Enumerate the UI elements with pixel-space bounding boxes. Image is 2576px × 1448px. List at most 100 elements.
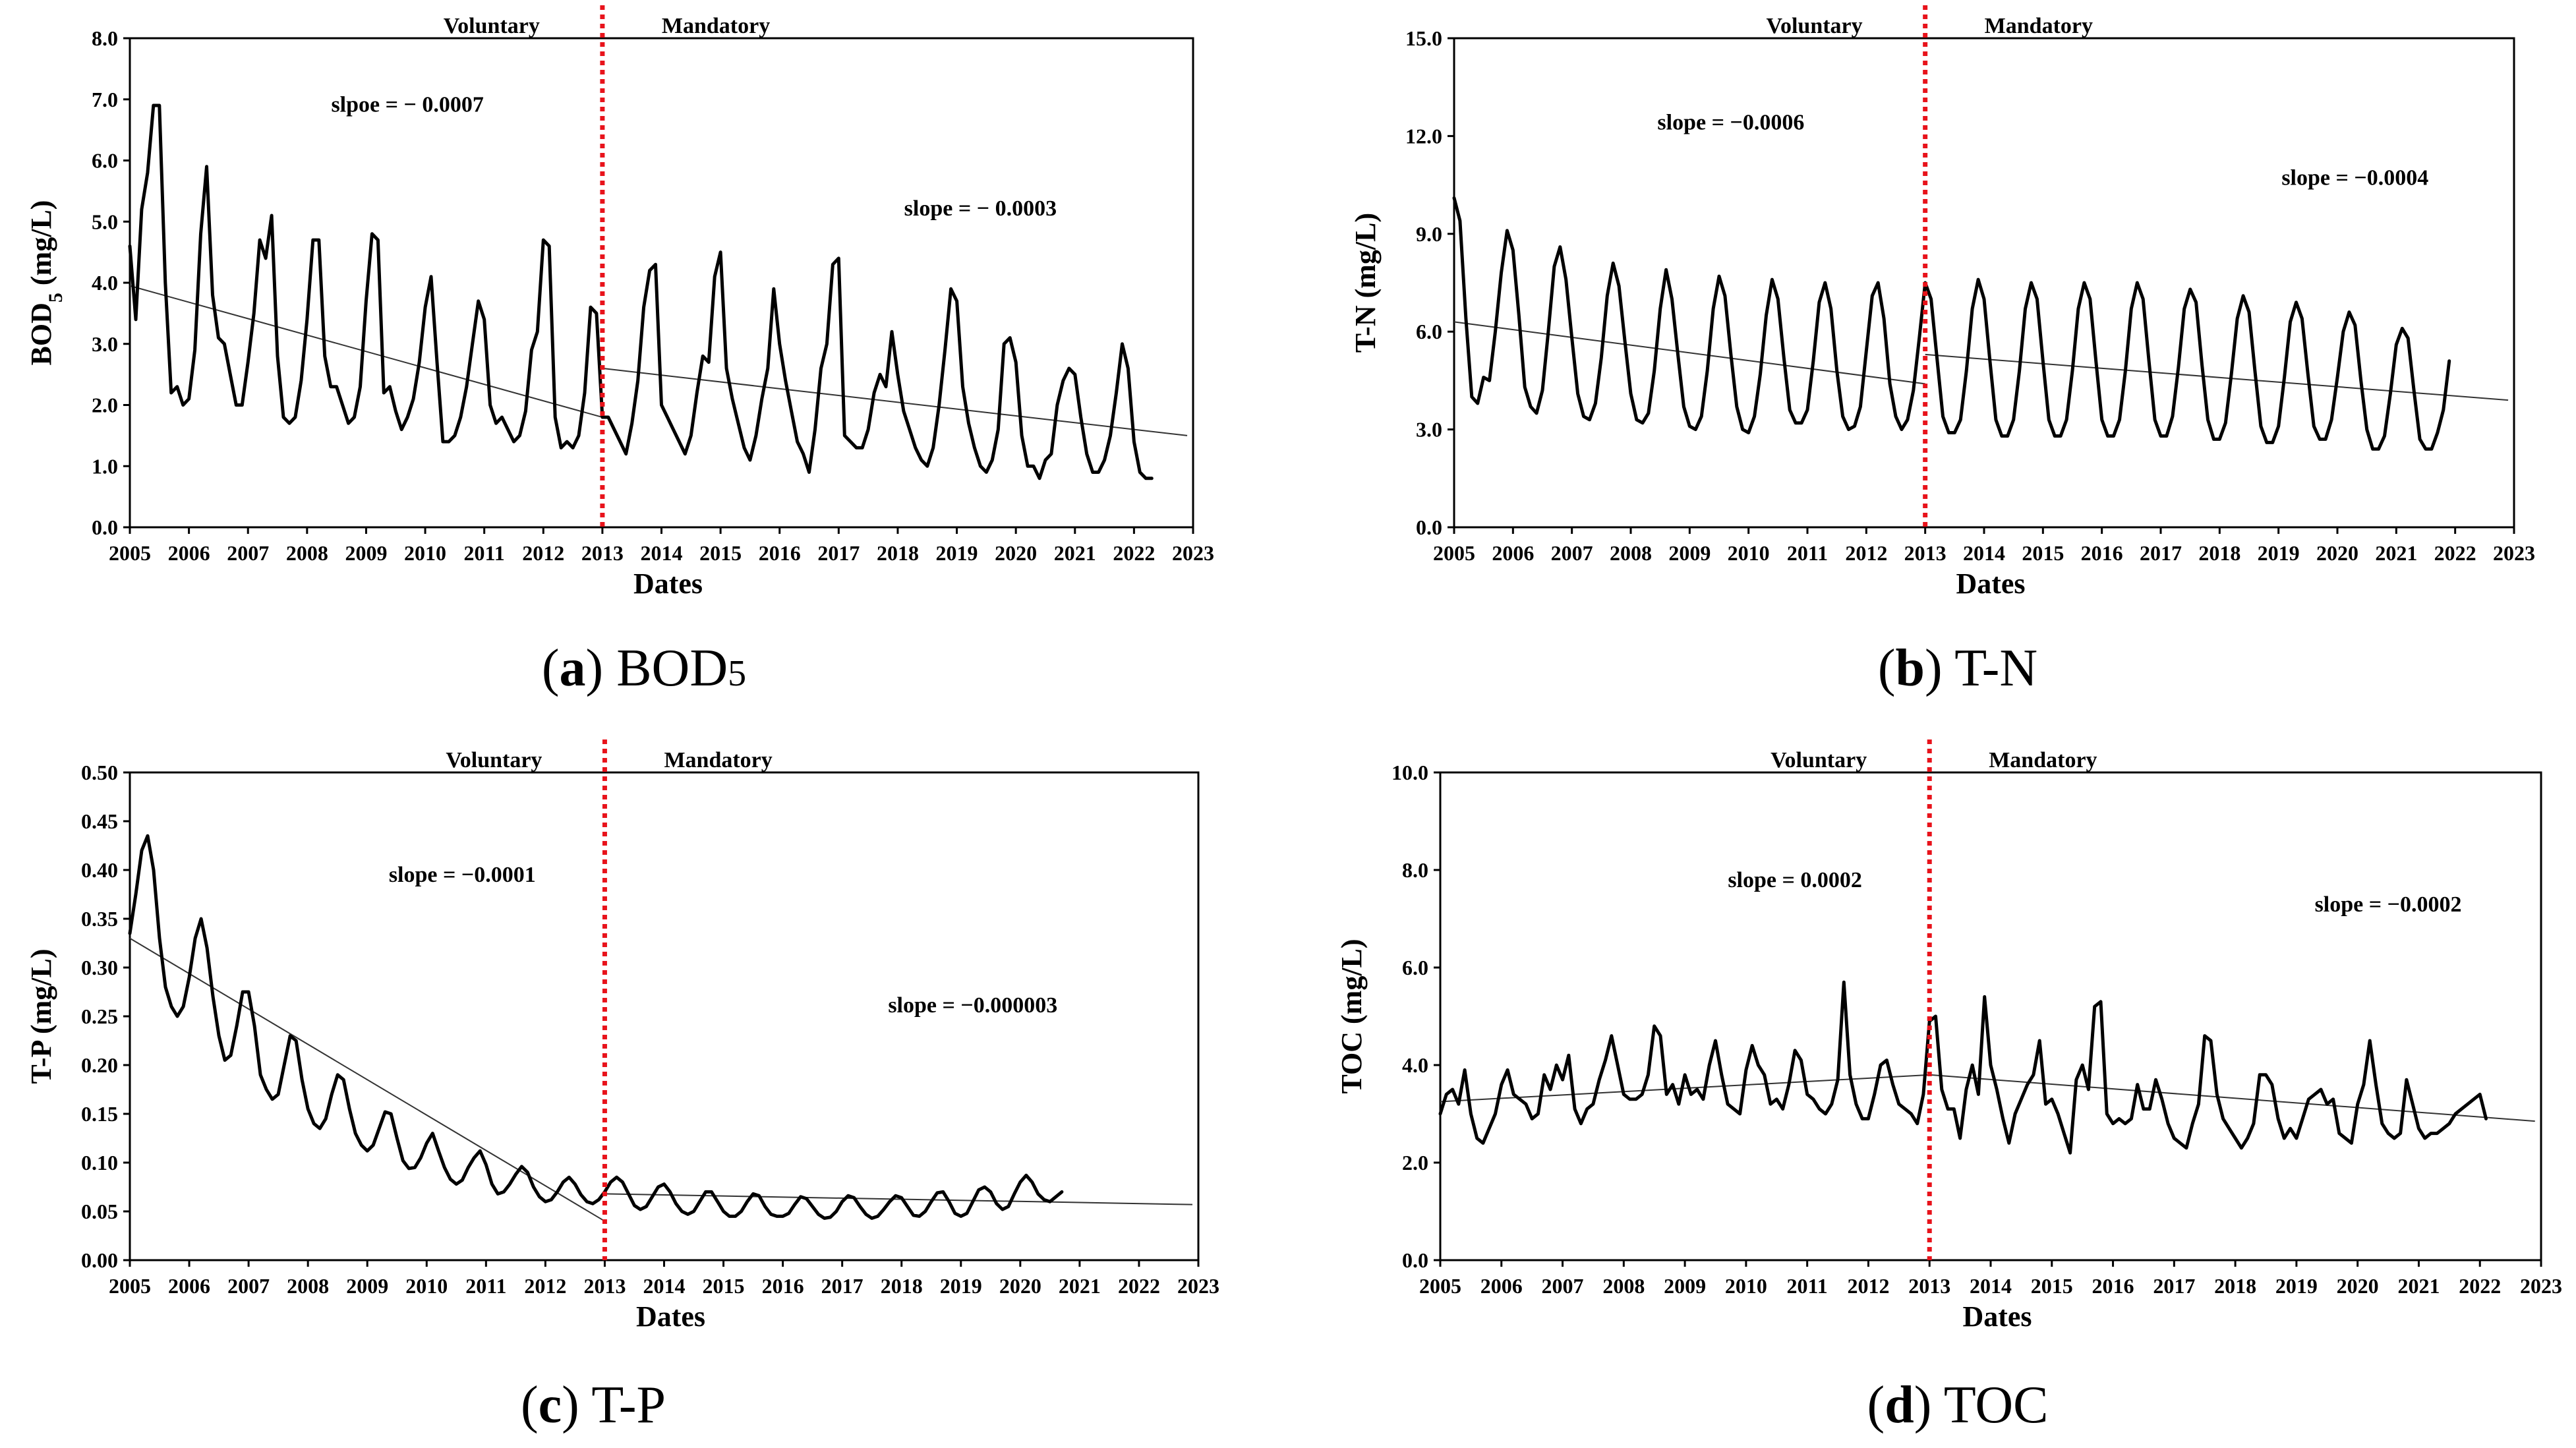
y-axis-label-unit: (mg/L)	[25, 949, 57, 1042]
x-tick-label: 2006	[168, 541, 210, 565]
x-tick-label: 2015	[699, 541, 742, 565]
x-tick-label: 2022	[2434, 541, 2476, 565]
y-axis-label: T-P (mg/L)	[25, 949, 57, 1084]
x-axis-label: Dates	[1956, 567, 2025, 600]
x-tick-label: 2023	[2493, 541, 2535, 565]
x-tick-label: 2020	[2337, 1274, 2379, 1298]
caption-letter: b	[1896, 639, 1925, 697]
x-tick-label: 2010	[404, 541, 446, 565]
y-tick-label: 0.00	[81, 1248, 118, 1272]
y-tick-label: 10.0	[1391, 761, 1428, 784]
period-label-mandatory: Mandatory	[1985, 14, 2093, 38]
x-tick-label: 2009	[346, 1274, 388, 1298]
x-tick-label: 2017	[2153, 1274, 2195, 1298]
x-tick-label: 2006	[168, 1274, 210, 1298]
x-tick-label: 2007	[227, 541, 269, 565]
trend-line-voluntary	[1440, 1074, 1930, 1103]
x-tick-label: 2010	[1728, 541, 1770, 565]
slope-annotation: slpoe = − 0.0007	[331, 92, 483, 117]
y-tick-label: 0.15	[81, 1102, 118, 1126]
caption-name: T-N	[1954, 639, 2037, 697]
y-axis-label-unit: (mg/L)	[1349, 213, 1382, 306]
x-axis-label: Dates	[636, 1300, 705, 1333]
x-tick-label: 2020	[995, 541, 1037, 565]
x-tick-label: 2014	[1963, 541, 2005, 565]
panel-caption: (d) TOC	[1867, 1376, 2049, 1434]
caption-letter: c	[539, 1376, 562, 1434]
x-tick-label: 2014	[1970, 1274, 2012, 1298]
x-tick-label: 2019	[936, 541, 978, 565]
y-tick-label: 15.0	[1405, 26, 1442, 50]
y-tick-label: 4.0	[1402, 1053, 1428, 1077]
x-tick-label: 2012	[1847, 1274, 1889, 1298]
slope-annotation: slope = − 0.0003	[904, 196, 1057, 221]
x-tick-label: 2014	[641, 541, 683, 565]
x-tick-label: 2008	[1610, 541, 1652, 565]
period-label-mandatory: Mandatory	[1989, 748, 2097, 772]
slope-annotation: slope = −0.000003	[888, 993, 1057, 1018]
caption-sub: 5	[728, 653, 746, 694]
x-tick-label: 2016	[759, 541, 801, 565]
x-tick-label: 2012	[522, 541, 564, 565]
slope-annotation: slope = −0.0004	[2281, 166, 2428, 190]
y-axis-label-main: TOC	[1335, 1031, 1368, 1094]
caption-paren-close: )	[1914, 1376, 1944, 1434]
x-tick-label: 2018	[2214, 1274, 2256, 1298]
y-tick-label: 12.0	[1405, 124, 1442, 148]
x-tick-label: 2005	[109, 1274, 151, 1298]
x-tick-label: 2019	[940, 1274, 982, 1298]
plot-frame	[1453, 37, 2515, 529]
x-tick-label: 2022	[1118, 1274, 1160, 1298]
panel-caption: (a) BOD5	[542, 639, 746, 697]
x-tick-label: 2019	[2258, 541, 2300, 565]
caption-name: BOD	[616, 639, 728, 697]
trend-line-mandatory	[1925, 353, 2509, 401]
x-tick-label: 2013	[1904, 541, 1947, 565]
x-tick-label: 2005	[1419, 1274, 1461, 1298]
series-line-c	[128, 834, 1064, 1220]
x-tick-label: 2023	[1172, 541, 1214, 565]
y-axis-label-sub: 5	[45, 293, 67, 303]
x-tick-label: 2011	[465, 1274, 506, 1298]
x-axis-label: Dates	[633, 567, 703, 600]
y-tick-label: 0.05	[81, 1200, 118, 1223]
x-tick-label: 2018	[881, 1274, 923, 1298]
caption-paren-close: )	[586, 639, 617, 697]
x-tick-label: 2009	[1668, 541, 1711, 565]
x-tick-label: 2006	[1492, 541, 1534, 565]
trend-line-voluntary	[129, 285, 603, 419]
y-tick-label: 0.45	[81, 809, 118, 833]
y-tick-label: 0.40	[81, 858, 118, 882]
period-label-mandatory: Mandatory	[664, 748, 772, 772]
x-tick-label: 2013	[583, 1274, 626, 1298]
x-tick-label: 2013	[1908, 1274, 1950, 1298]
caption-paren-close: )	[562, 1376, 591, 1434]
caption-name: TOC	[1944, 1376, 2049, 1434]
y-tick-label: 8.0	[1402, 858, 1428, 882]
y-tick-label: 0.10	[81, 1151, 118, 1174]
x-tick-label: 2016	[2081, 541, 2123, 565]
x-tick-label: 2017	[817, 541, 860, 565]
x-tick-label: 2020	[999, 1274, 1041, 1298]
y-tick-label: 0.25	[81, 1004, 118, 1028]
y-axis-label-unit: (mg/L)	[25, 200, 57, 293]
slope-annotation: slope = −0.0001	[389, 863, 536, 887]
x-tick-label: 2008	[1602, 1274, 1645, 1298]
x-tick-label: 2008	[287, 1274, 329, 1298]
caption-letter: d	[1885, 1376, 1914, 1434]
y-axis-label: T-N (mg/L)	[1349, 213, 1382, 353]
x-tick-label: 2018	[877, 541, 919, 565]
caption-letter: a	[560, 639, 586, 697]
x-tick-label: 2018	[2198, 541, 2240, 565]
x-tick-label: 2013	[581, 541, 624, 565]
y-tick-label: 9.0	[1416, 222, 1442, 246]
panel-b: 0.0 3.0 6.0 9.0 12.0 15.0 2005 2006 2007 2008 2009…	[1349, 5, 2535, 697]
x-tick-label: 2011	[1787, 1274, 1828, 1298]
period-label-mandatory: Mandatory	[662, 14, 770, 38]
caption-paren-open: (	[542, 639, 560, 697]
y-tick-label: 0.30	[81, 956, 118, 979]
x-tick-label: 2012	[1845, 541, 1887, 565]
x-tick-label: 2011	[1787, 541, 1828, 565]
period-label-voluntary: Voluntary	[444, 14, 540, 38]
